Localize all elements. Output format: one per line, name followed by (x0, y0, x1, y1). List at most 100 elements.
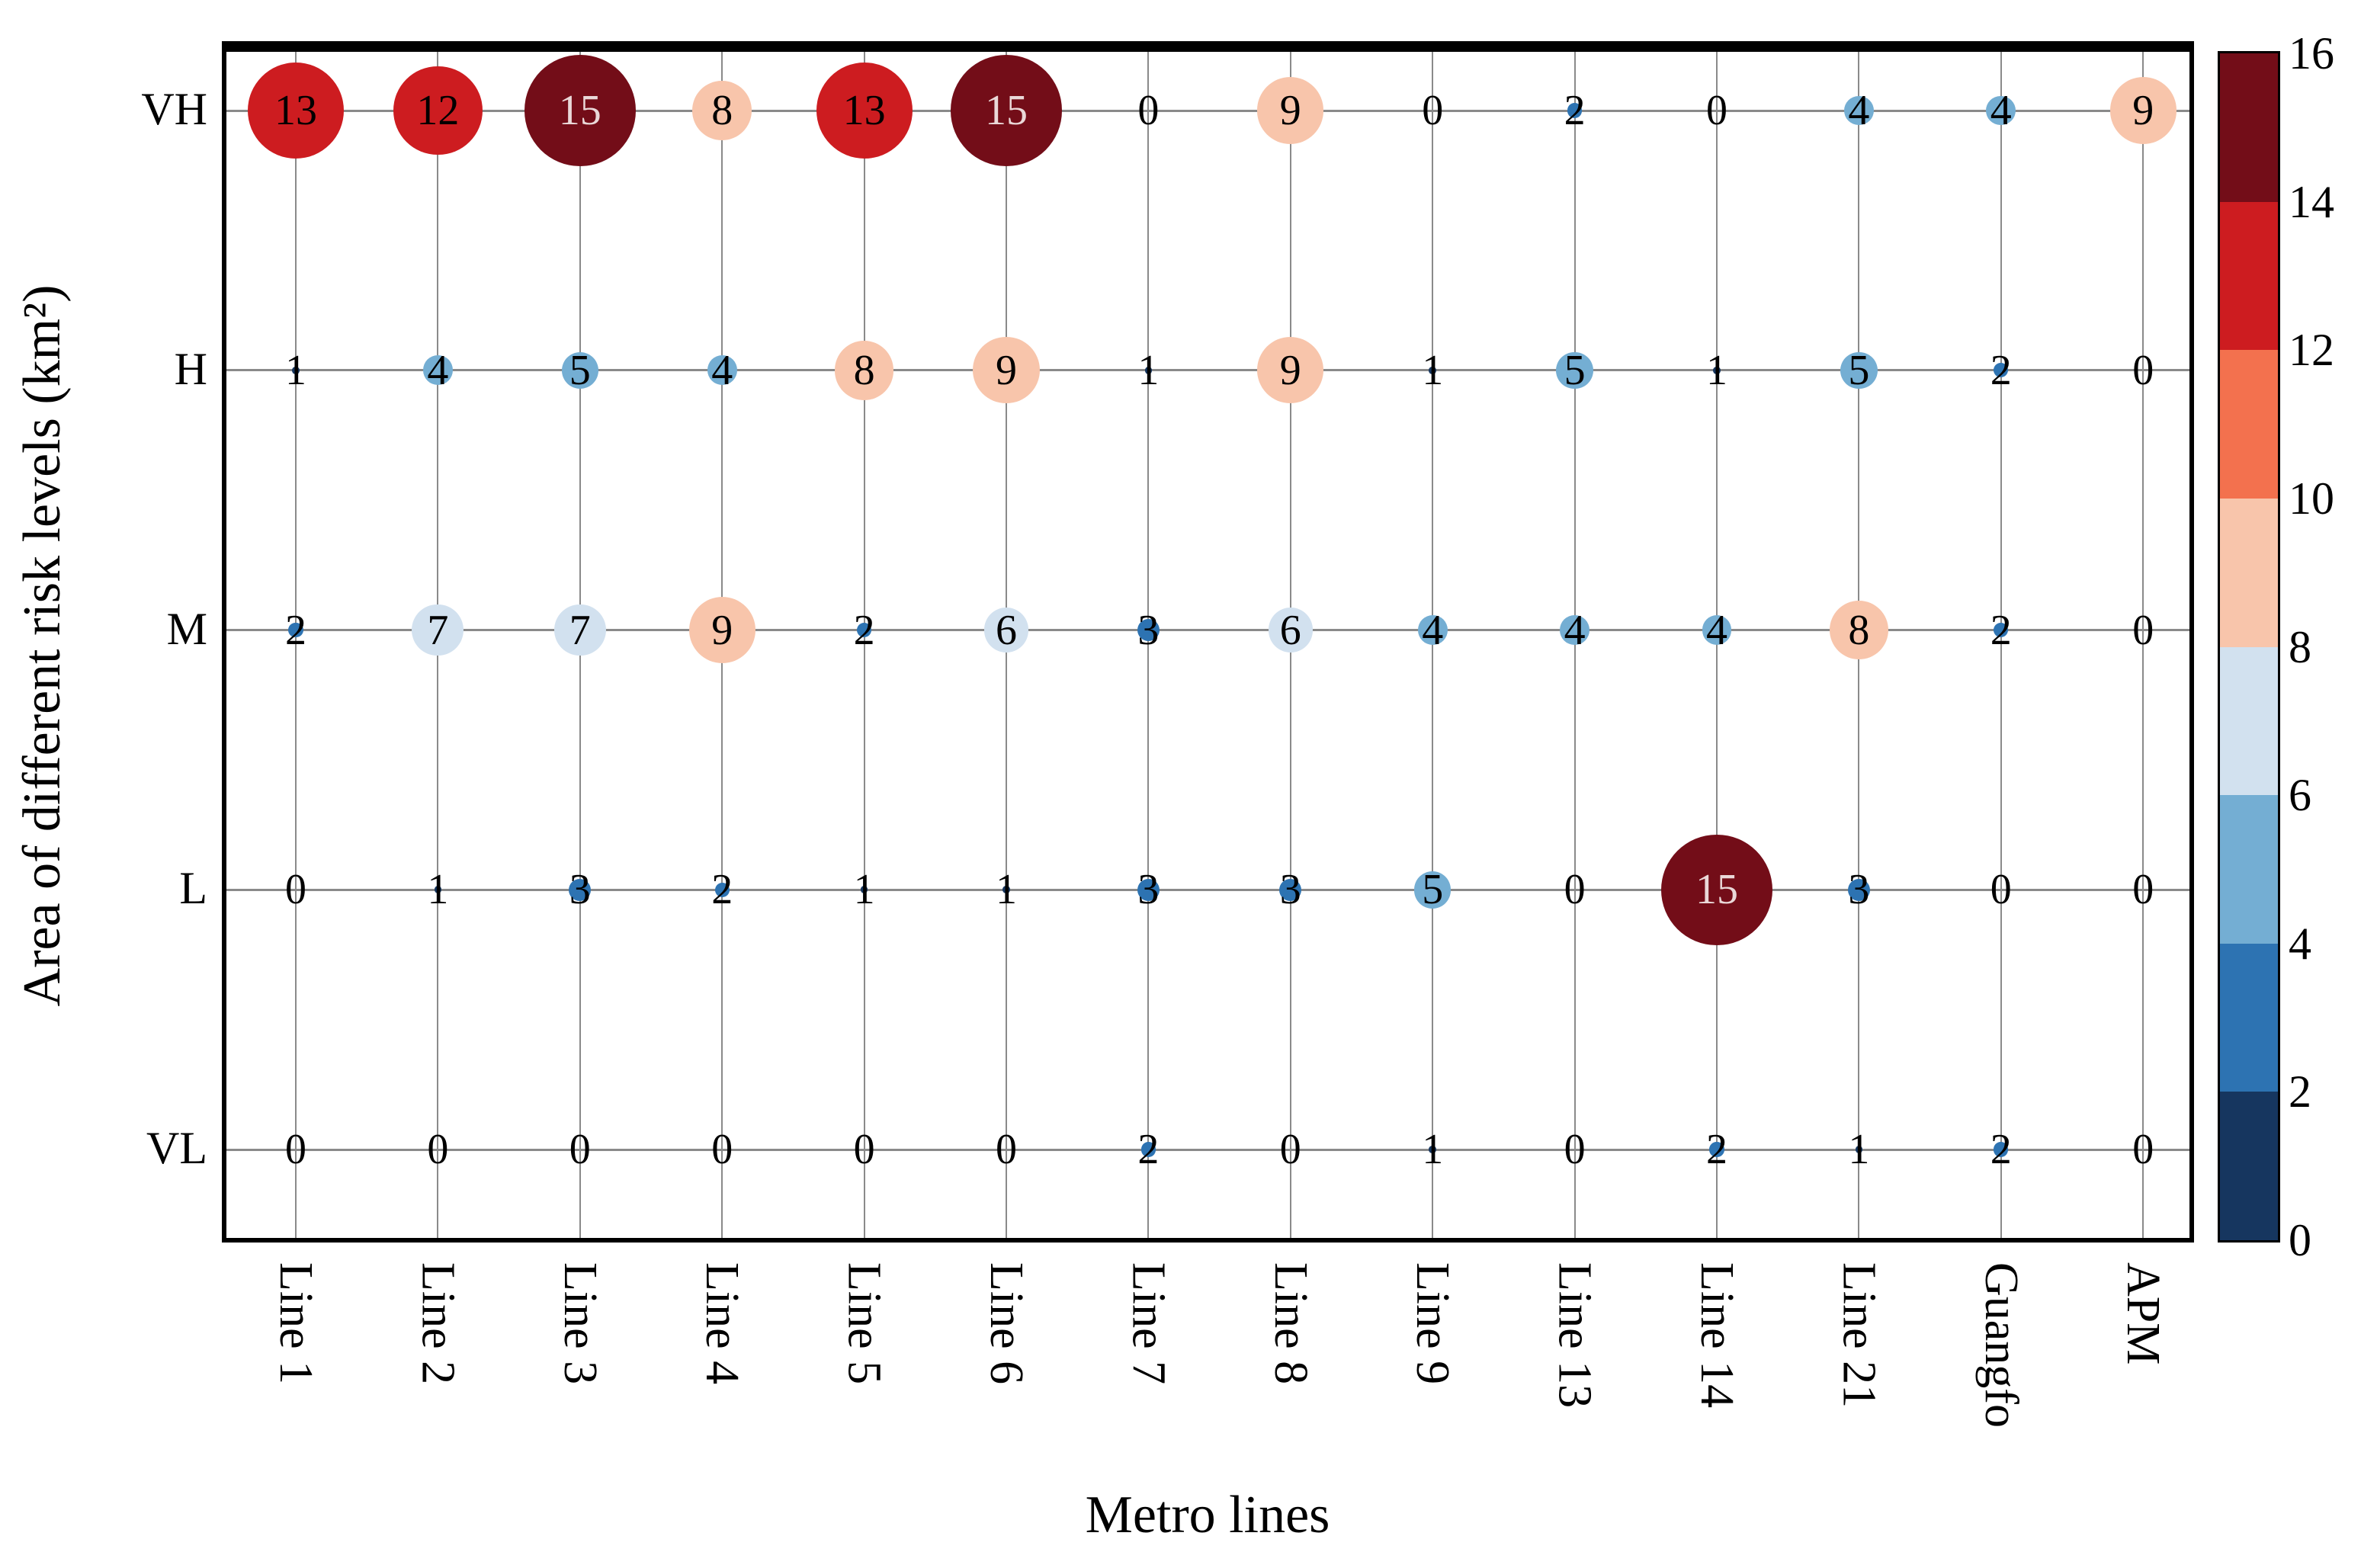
bubble-value-label: 2 (1990, 606, 2012, 654)
bubble-value-label: 6 (996, 606, 1017, 654)
bubble-value-label: 0 (2132, 606, 2154, 654)
bubble-value-label: 2 (1564, 87, 1586, 134)
bubble-value-label: 5 (1564, 346, 1586, 394)
bubble-value-label: 4 (1564, 606, 1586, 654)
bubble-value-label: 5 (569, 346, 591, 394)
bubble (247, 62, 345, 159)
bubble-value-label: 2 (1990, 1126, 2012, 1173)
bubble (1556, 351, 1593, 389)
bubble (1268, 608, 1313, 653)
bubble-value-label: 0 (285, 866, 306, 914)
y-tick-label: H (174, 343, 207, 394)
y-tick-label: VH (141, 84, 207, 134)
bubble-value-label: 15 (558, 87, 601, 134)
bubble (1713, 366, 1721, 374)
bubble (816, 62, 913, 159)
bubble (412, 604, 464, 656)
bubble (1413, 871, 1452, 909)
bubble (1429, 1146, 1437, 1153)
bubble-value-label: 8 (853, 346, 875, 394)
bubble-value-label: 0 (1564, 1126, 1586, 1173)
bubble-value-label: 0 (853, 1126, 875, 1173)
x-axis-title: Metro lines (1085, 1486, 1330, 1544)
bubble-value-label: 0 (1706, 87, 1727, 134)
bubble (292, 366, 300, 374)
bubble-value-label: 5 (1422, 866, 1444, 914)
bubble-value-label: 0 (569, 1126, 591, 1173)
bubble (973, 337, 1040, 404)
bubble (524, 55, 636, 166)
bubble-value-label: 2 (1990, 346, 2012, 394)
bubble-value-label: 1 (853, 866, 875, 914)
gridline-vertical (1573, 52, 1576, 1238)
gridline-vertical (1147, 52, 1150, 1238)
gridline-horizontal (226, 369, 2189, 372)
bubble-value-label: 0 (996, 1126, 1017, 1173)
colorbar-segment (2220, 53, 2278, 202)
bubble-value-label: 2 (711, 866, 733, 914)
colorbar-segment (2220, 795, 2278, 944)
bubble (707, 355, 737, 386)
x-tick-label: Line 13 (1548, 1262, 1601, 1409)
bubble-value-label: 12 (416, 87, 460, 134)
bubble (2109, 77, 2177, 144)
bubble (1855, 1146, 1863, 1153)
bubble-value-label: 1 (1422, 1126, 1444, 1173)
colorbar-tick-label: 0 (2289, 1215, 2311, 1265)
bubble-value-label: 2 (285, 606, 306, 654)
bubble (1429, 366, 1437, 374)
x-tick-label: Line 2 (412, 1262, 464, 1385)
bubble (1137, 878, 1160, 901)
bubble-value-label: 4 (1990, 87, 2012, 134)
bubble-value-label: 13 (274, 87, 317, 134)
bubble-value-label: 9 (711, 606, 733, 654)
bubble-value-label: 9 (1279, 87, 1301, 134)
x-tick-label: Line 5 (838, 1262, 890, 1385)
bubble-value-label: 4 (1706, 606, 1727, 654)
bubble-value-label: 1 (427, 866, 449, 914)
colorbar-tick-label: 12 (2289, 325, 2334, 376)
x-tick-label: Line 4 (696, 1262, 749, 1385)
bubble-value-label: 0 (2132, 1126, 2154, 1173)
bubble (1137, 618, 1160, 642)
bubble (1257, 337, 1324, 404)
bubble (1702, 615, 1732, 645)
bubble (714, 882, 730, 897)
y-tick-label: M (166, 603, 207, 654)
x-tick-label: APM (2117, 1262, 2170, 1365)
x-tick-label: Line 14 (1691, 1262, 1743, 1409)
bubble-value-label: 0 (427, 1126, 449, 1173)
bubble-value-label: 0 (1137, 87, 1160, 134)
bubble (834, 340, 894, 400)
bubble (1144, 366, 1153, 374)
bubble-value-label: 8 (711, 87, 733, 134)
bubble (1002, 886, 1010, 894)
bubble (1279, 878, 1302, 901)
bubble-value-label: 3 (1137, 866, 1160, 914)
bubble-value-label: 9 (1279, 346, 1301, 394)
bubble-value-label: 1 (1706, 346, 1727, 394)
bubble-value-label: 1 (1848, 1126, 1870, 1173)
bubble-value-label: 8 (1848, 606, 1870, 654)
bubble-value-label: 2 (1706, 1126, 1727, 1173)
colorbar-tick-label: 8 (2289, 621, 2311, 672)
bubble (1661, 834, 1772, 945)
gridline-horizontal (226, 1148, 2189, 1151)
bubble (692, 81, 752, 140)
colorbar-tick-label: 14 (2289, 176, 2334, 227)
bubble (983, 608, 1029, 653)
bubble (1986, 95, 2016, 126)
bubble-value-label: 4 (427, 346, 449, 394)
bubble (1709, 1142, 1724, 1157)
bubble-value-label: 6 (1279, 606, 1301, 654)
bubble-value-label: 0 (2132, 866, 2154, 914)
bubble-value-label: 1 (285, 346, 306, 394)
bubble (951, 55, 1062, 166)
bubble (434, 886, 442, 894)
bubble-value-label: 3 (1279, 866, 1301, 914)
bubble (1847, 878, 1870, 901)
bubble (561, 351, 599, 389)
bubble (856, 622, 872, 638)
bubble (688, 596, 755, 664)
